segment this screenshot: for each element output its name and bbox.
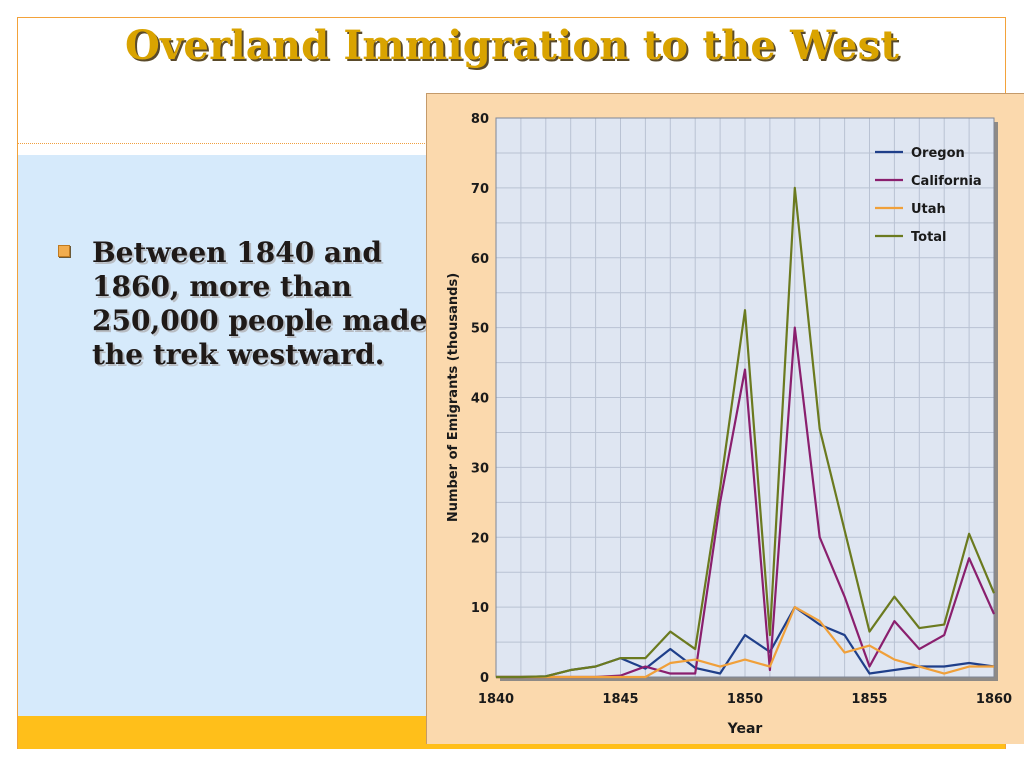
y-axis-title: Number of Emigrants (thousands) <box>446 273 461 522</box>
legend-label-california: California <box>911 174 982 189</box>
y-tick-label: 30 <box>471 461 489 476</box>
y-tick-label: 10 <box>471 601 489 616</box>
legend-label-oregon: Oregon <box>911 146 965 161</box>
y-tick-label: 60 <box>471 252 489 267</box>
bullet-text: Between 1840 and 1860, more than 250,000… <box>92 236 428 371</box>
y-tick-label: 70 <box>471 182 489 197</box>
line-chart: 0 10 20 30 40 50 60 70 80 1840 1845 1850 1855 1860 Yea… <box>446 112 1012 737</box>
y-tick-label: 20 <box>471 531 489 546</box>
legend-label-total: Total <box>911 230 947 245</box>
y-tick-label: 40 <box>471 392 489 407</box>
bullet-square-icon <box>58 245 70 257</box>
x-tick-label: 1860 <box>976 692 1012 707</box>
chart-panel: 0 10 20 30 40 50 60 70 80 1840 1845 1850 1855 1860 Yea… <box>426 93 1024 744</box>
series-line-utah <box>496 606 994 679</box>
y-tick-label: 50 <box>471 322 489 337</box>
x-tick-label: 1840 <box>478 692 514 707</box>
slide-title: Overland Immigration to the West <box>124 22 900 69</box>
y-tick-label: 0 <box>480 671 489 686</box>
y-tick-label: 80 <box>471 112 489 127</box>
x-tick-label: 1845 <box>602 692 638 707</box>
plot-border <box>495 117 995 678</box>
x-tick-label: 1855 <box>851 692 887 707</box>
x-tick-label: 1850 <box>727 692 763 707</box>
series-line-total <box>496 186 996 679</box>
legend-label-utah: Utah <box>911 202 946 217</box>
x-axis-title: Year <box>727 721 763 737</box>
